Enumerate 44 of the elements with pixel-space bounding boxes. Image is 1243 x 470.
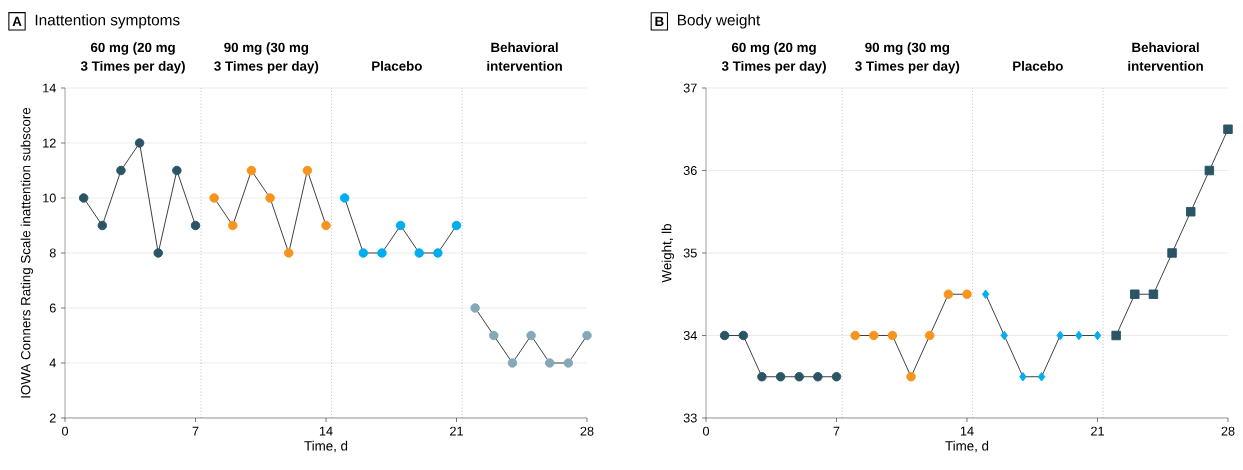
y-tick-label: 37 [683,83,697,93]
y-tick-label: 6 [49,303,56,313]
y-tick-label: 35 [683,248,697,258]
x-axis-title: Time, d [304,440,348,453]
text: Placebo [1013,61,1063,71]
y-tick-label: 36 [683,166,697,175]
y-tick-label: 2 [49,413,56,423]
text: intervention [487,61,562,71]
text: Placebo [372,61,422,71]
text: A [12,16,22,26]
x-tick-label: 14 [319,426,333,436]
y-tick-label: 14 [43,83,56,93]
text: 60 mg (20 mg [90,42,175,55]
x-tick-label: 21 [450,426,463,436]
y-axis-title: Weight, lb [661,224,675,283]
y-tick-label: 8 [49,248,56,258]
x-tick-label: 0 [702,426,710,436]
x-tick-label: 7 [192,426,199,436]
text: 3 Times per day) [855,61,960,74]
y-axis-title: IOWA Conners Rating Scale inattention subscore [20,107,34,398]
y-tick-label: 10 [43,193,56,203]
y-tick-label: 34 [683,331,697,340]
x-tick-label: 28 [1221,426,1235,436]
text: intervention [1128,61,1203,71]
text: 90 mg (30 mg [865,42,950,55]
x-tick-label: 28 [580,426,594,436]
text: 90 mg (30 mg [224,42,309,55]
x-tick-label: 0 [61,426,69,436]
text: 3 Times per day) [80,61,185,74]
y-tick-label: 4 [49,358,56,368]
x-tick-label: 14 [960,426,974,436]
x-tick-label: 21 [1091,426,1104,436]
y-tick-label: 33 [683,413,697,423]
x-axis-title: Time, d [945,440,989,453]
text: 60 mg (20 mg [731,42,816,55]
text: 3 Times per day) [214,61,319,74]
text: B [655,16,664,26]
chart-title: Body weight [677,14,761,29]
text: Behavioral [1132,42,1199,53]
text: 3 Times per day) [721,61,826,74]
y-tick-label: 12 [43,138,56,148]
chart-title: Inattention symptoms [35,14,180,29]
text: Behavioral [491,42,558,53]
x-tick-label: 7 [833,426,840,436]
